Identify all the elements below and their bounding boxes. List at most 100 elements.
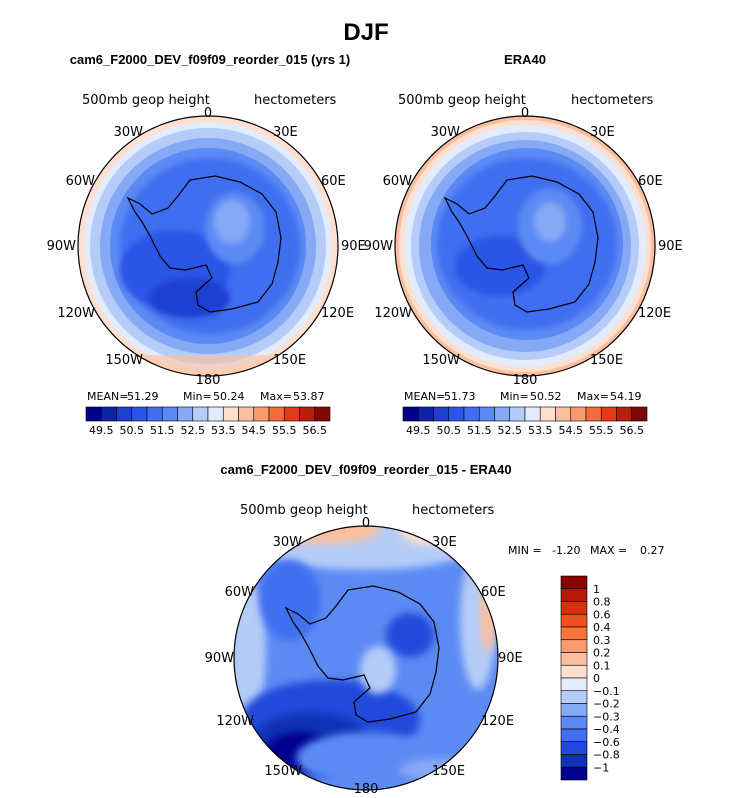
- colorbar-swatch: [509, 406, 526, 422]
- stat-min-label: MIN =: [508, 544, 542, 557]
- colorbar-swatch: [268, 406, 285, 422]
- panel-model-map-boundary: [77, 115, 339, 377]
- stat-min-value: -1.20: [552, 544, 580, 557]
- colorbar-tick-label: −0.4: [593, 723, 620, 736]
- lon-label-30e: 30E: [432, 535, 457, 550]
- lon-label-150w: 150W: [264, 764, 302, 779]
- lon-label-180: 180: [196, 373, 221, 388]
- colorbar-swatch: [560, 613, 588, 628]
- colorbar-swatch: [433, 406, 450, 422]
- colorbar-tick-label: 0.8: [593, 596, 611, 609]
- colorbar-swatch: [560, 652, 588, 666]
- colorbar-swatch: [299, 406, 316, 422]
- panel-era40-stats: MEAN= 51.73 Min= 50.52 Max= 54.19: [404, 390, 642, 403]
- panel-model-contour-field: [78, 116, 338, 376]
- colorbar-swatch: [238, 406, 255, 422]
- colorbar-tick-label: 0.1: [593, 659, 611, 672]
- stat-min-value: 50.52: [530, 390, 562, 403]
- colorbar-swatch: [560, 703, 588, 717]
- colorbar-swatch: [417, 406, 434, 422]
- colorbar-tick-label: 51.5: [467, 424, 492, 437]
- colorbar-tick-label: −0.2: [593, 698, 620, 711]
- stat-min-label: Min=: [183, 390, 212, 403]
- colorbar-swatch: [560, 715, 588, 730]
- lon-label-30w: 30W: [114, 125, 144, 140]
- panel-difference-contour-field: [234, 526, 498, 790]
- stat-mean-label: MEAN=: [404, 390, 445, 403]
- panel-difference-longitude-labels: 0 30E 60E 90E 120E 150E 180 150W 120W 90…: [205, 516, 523, 797]
- stat-mean-label: MEAN=: [87, 390, 128, 403]
- colorbar-swatch: [494, 406, 511, 422]
- colorbar-tick-label: 51.5: [150, 424, 175, 437]
- stat-max-value: 54.19: [610, 390, 642, 403]
- panel-difference-title: cam6_F2000_DEV_f09f09_reorder_015 - ERA4…: [220, 462, 511, 477]
- colorbar-tick-label: 54.5: [559, 424, 584, 437]
- colorbar-swatch: [616, 406, 633, 422]
- lon-label-30w: 30W: [431, 125, 461, 140]
- panel-model-title: cam6_F2000_DEV_f09f09_reorder_015 (yrs 1…: [70, 52, 350, 67]
- lon-label-60e: 60E: [638, 174, 663, 189]
- panel-difference-variable-label: 500mb geop height: [240, 503, 368, 518]
- colorbar-swatch: [560, 754, 588, 768]
- colorbar-swatch: [177, 406, 194, 422]
- lon-label-60e: 60E: [481, 585, 506, 600]
- colorbar-swatch: [207, 406, 224, 422]
- figure-title: DJF: [343, 19, 388, 46]
- panel-era40: ERA40 500mb geop height hectometers 0 30…: [364, 52, 683, 437]
- colorbar-swatch: [116, 406, 133, 422]
- colorbar-tick-label: 49.5: [89, 424, 114, 437]
- lon-label-150w: 150W: [422, 353, 460, 368]
- stat-mean-value: 51.29: [127, 390, 159, 403]
- lon-label-30w: 30W: [273, 535, 303, 550]
- panel-era40-coastline: [443, 175, 599, 313]
- stat-min-value: 50.24: [213, 390, 245, 403]
- colorbar-tick-label: 52.5: [498, 424, 523, 437]
- lon-label-60w: 60W: [383, 174, 413, 189]
- panel-model-coastline: [126, 175, 282, 313]
- colorbar-tick-label: 50.5: [120, 424, 145, 437]
- stat-max-value: 0.27: [640, 544, 665, 557]
- lon-label-90e: 90E: [658, 239, 683, 254]
- lon-label-0: 0: [362, 516, 370, 531]
- lon-label-120e: 120E: [638, 306, 671, 321]
- colorbar-swatch: [560, 690, 588, 704]
- panel-era40-variable-label: 500mb geop height: [398, 93, 526, 108]
- colorbar-tick-label: −0.1: [593, 685, 620, 698]
- lon-label-90w: 90W: [205, 651, 235, 666]
- colorbar-swatch: [560, 728, 588, 743]
- colorbar-tick-label: 55.5: [272, 424, 297, 437]
- colorbar-swatch: [253, 406, 270, 422]
- lon-label-120w: 120W: [374, 306, 412, 321]
- colorbar-swatch: [585, 406, 602, 422]
- colorbar-tick-label: −1: [593, 761, 609, 774]
- lon-label-180: 180: [513, 373, 538, 388]
- colorbar-swatch: [555, 406, 572, 422]
- colorbar-swatch: [560, 601, 588, 615]
- stat-max-label: MAX =: [590, 544, 627, 557]
- panel-era40-longitude-labels: 0 30E 60E 90E 120E 150E 180 150W 120W 90…: [364, 106, 683, 388]
- colorbar-swatch: [192, 406, 209, 422]
- panel-difference-coastline: [284, 585, 440, 723]
- lon-label-60w: 60W: [66, 174, 96, 189]
- stat-max-label: Max=: [577, 390, 609, 403]
- panel-era40-units-label: hectometers: [571, 93, 654, 108]
- stat-min-label: Min=: [500, 390, 529, 403]
- colorbar-swatch: [448, 406, 465, 422]
- colorbar-swatch: [283, 406, 300, 422]
- panel-model-variable-label: 500mb geop height: [82, 93, 210, 108]
- lon-label-90e: 90E: [341, 239, 366, 254]
- colorbar-tick-label: −0.6: [593, 736, 620, 749]
- panel-era40-title: ERA40: [504, 52, 546, 67]
- colorbar-tick-label: −0.8: [593, 749, 620, 762]
- colorbar-swatch: [100, 406, 117, 422]
- lon-label-90w: 90W: [364, 239, 394, 254]
- colorbar-tick-label: 0.4: [593, 621, 611, 634]
- lon-label-180: 180: [354, 782, 379, 797]
- colorbar-swatch: [560, 626, 588, 641]
- lon-label-120e: 120E: [481, 714, 514, 729]
- panel-era40-colorbar: 49.5 50.5 51.5 52.5 53.5 54.5 55.5 56.5: [402, 406, 648, 437]
- panel-model-colorbar: 49.5 50.5 51.5 52.5 53.5 54.5 55.5 56.5: [85, 406, 331, 437]
- stat-mean-value: 51.73: [444, 390, 476, 403]
- colorbar-tick-label: 1: [593, 583, 600, 596]
